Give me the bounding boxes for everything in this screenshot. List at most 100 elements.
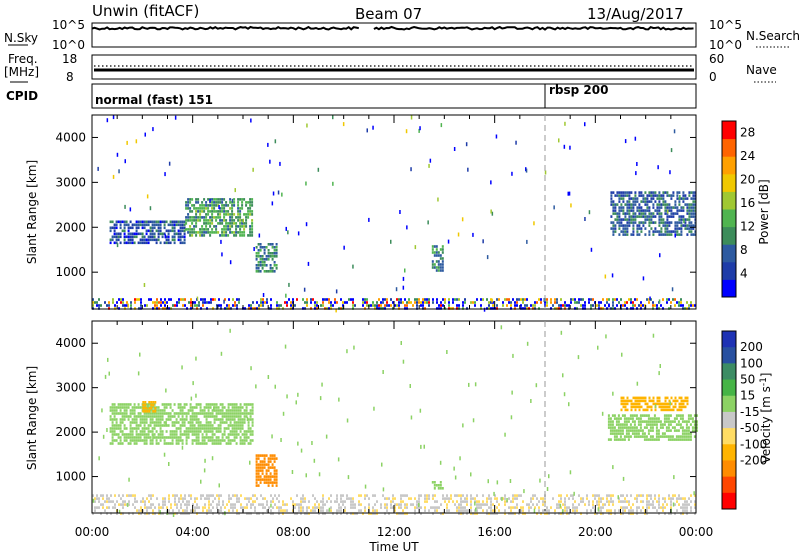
scatter-cell (213, 406, 215, 411)
data-cell (211, 204, 214, 207)
data-cell (221, 204, 224, 207)
data-cell (189, 198, 192, 201)
data-cell (262, 497, 264, 500)
data-cell (115, 238, 118, 242)
data-cell (231, 222, 234, 225)
data-cell (508, 497, 510, 500)
colorbar-swatch (722, 347, 736, 364)
data-cell (200, 298, 202, 301)
data-cell (251, 418, 254, 421)
data-cell (350, 298, 352, 301)
data-cell (197, 439, 200, 442)
data-cell (518, 298, 520, 301)
scatter-cell (404, 268, 406, 273)
data-cell (132, 503, 134, 506)
data-cell (660, 304, 662, 307)
data-cell (619, 438, 622, 441)
data-cell (193, 412, 196, 415)
data-cell (273, 252, 276, 255)
scatter-cell (501, 496, 503, 501)
data-cell (560, 497, 562, 500)
data-cell (562, 503, 564, 506)
data-cell (167, 403, 170, 406)
data-cell (250, 503, 252, 506)
data-cell (167, 418, 170, 421)
data-cell (654, 200, 657, 203)
data-cell (115, 418, 118, 421)
data-cell (219, 234, 222, 237)
data-cell (410, 503, 412, 506)
scatter-cell (490, 209, 492, 214)
data-cell (165, 229, 168, 233)
data-cell (133, 418, 136, 421)
data-cell (582, 497, 584, 500)
data-cell (688, 230, 691, 233)
data-cell (609, 420, 612, 423)
data-cell (516, 298, 518, 301)
data-cell (626, 402, 629, 406)
data-cell (225, 442, 228, 445)
data-cell (650, 218, 653, 221)
data-cell (191, 409, 194, 412)
data-cell (153, 220, 156, 224)
data-cell (217, 427, 220, 430)
data-cell (640, 509, 642, 512)
data-cell (98, 500, 100, 503)
scatter-cell (535, 383, 538, 388)
data-cell (669, 435, 672, 438)
data-cell (275, 246, 278, 249)
data-cell (104, 301, 106, 304)
date-title: 13/Aug/2017 (587, 5, 684, 23)
data-cell (504, 298, 506, 301)
data-cell (144, 506, 146, 509)
data-cell (668, 203, 671, 206)
data-cell (664, 405, 667, 409)
cpid-panel: CPID normal (fast) 151 rbsp 200 (6, 83, 697, 109)
data-cell (408, 298, 410, 301)
data-cell (123, 229, 126, 233)
data-cell (159, 439, 162, 442)
data-cell (398, 506, 400, 509)
data-cell (346, 497, 348, 500)
data-cell (239, 430, 242, 433)
data-cell (620, 230, 623, 233)
scatter-cell (297, 231, 300, 236)
data-cell (690, 206, 693, 209)
data-cell (686, 396, 689, 400)
data-cell (273, 469, 276, 472)
data-cell (199, 234, 202, 237)
scatter-cell (267, 142, 269, 147)
data-cell (619, 435, 622, 438)
colorbar-tick-label: 28 (740, 126, 755, 140)
data-cell (414, 497, 416, 500)
data-cell (368, 503, 370, 506)
data-cell (137, 223, 140, 227)
data-cell (268, 506, 270, 509)
data-cell (167, 442, 170, 445)
data-cell (113, 226, 116, 230)
data-cell (300, 506, 302, 509)
data-cell (239, 198, 242, 201)
colorbar-tick-label: 100 (740, 356, 763, 370)
data-cell (290, 304, 292, 307)
data-cell (176, 506, 178, 509)
data-cell (662, 200, 665, 203)
data-cell (245, 412, 248, 415)
data-cell (233, 406, 236, 409)
data-cell (187, 201, 190, 204)
data-cell (518, 494, 520, 497)
data-cell (625, 417, 628, 420)
data-cell (228, 494, 230, 497)
data-cell (624, 402, 627, 406)
data-cell (218, 298, 220, 301)
data-cell (241, 427, 244, 430)
data-cell (145, 433, 148, 436)
data-cell (189, 219, 192, 222)
data-cell (165, 235, 168, 239)
scatter-cell (147, 404, 149, 409)
data-cell (127, 436, 130, 439)
data-cell (145, 442, 148, 445)
data-cell (179, 436, 182, 439)
data-cell (645, 438, 648, 441)
data-cell (199, 406, 202, 409)
